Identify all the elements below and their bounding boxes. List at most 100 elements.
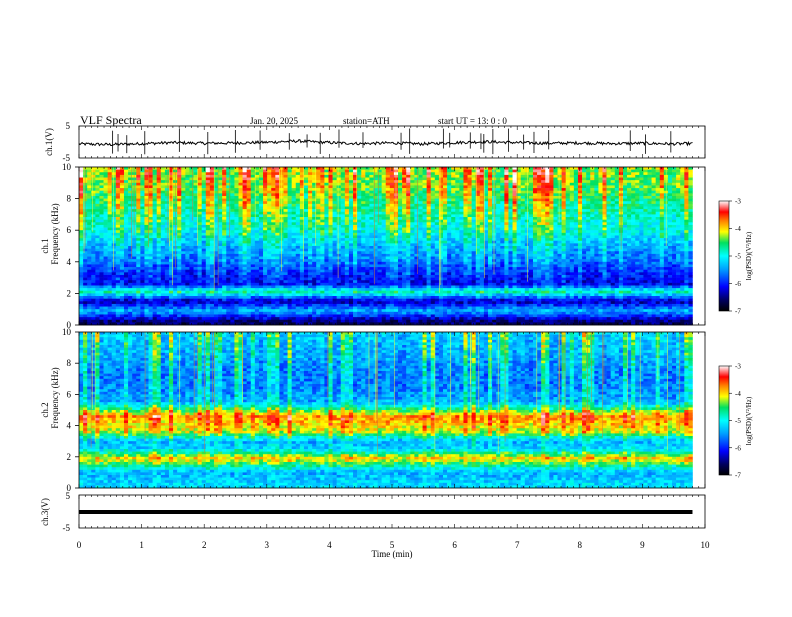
- spectrogram-cell: [566, 222, 570, 225]
- spectrogram-cell: [382, 185, 386, 188]
- spectrogram-cell: [320, 178, 324, 181]
- spectrogram-cell: [553, 196, 557, 199]
- spectrogram-cell: [91, 228, 95, 231]
- spectrogram-cell: [459, 188, 463, 191]
- spectrogram-cell: [647, 220, 651, 223]
- spectrogram-cell: [140, 201, 144, 204]
- spectrogram-cell: [545, 204, 549, 207]
- spectrogram-cell: [517, 228, 521, 231]
- spectrogram-cell: [562, 175, 566, 178]
- spectrogram-cell: [684, 228, 688, 231]
- spectrogram-cell: [390, 191, 394, 194]
- spectrogram-cell: [463, 209, 467, 212]
- spectrogram-cell: [157, 235, 161, 238]
- spectrogram-cell: [91, 196, 95, 199]
- spectrogram-cell: [267, 228, 271, 231]
- spectrogram-cell: [316, 188, 320, 191]
- spectrogram-cell: [672, 209, 676, 212]
- spectrogram-cell: [206, 246, 210, 249]
- spectrogram-cell: [283, 207, 287, 210]
- spectrogram-cell: [275, 201, 279, 204]
- spectrogram-cell: [149, 249, 153, 252]
- spectrogram-cell: [194, 193, 198, 196]
- spectrogram-cell: [656, 193, 660, 196]
- spectrogram-cell: [459, 193, 463, 196]
- spectrogram-cell: [267, 180, 271, 183]
- spectrogram-cell: [574, 238, 578, 241]
- spectrogram-cell: [537, 212, 541, 215]
- spectrogram-cell: [594, 172, 598, 175]
- spectrogram-cell: [357, 243, 361, 246]
- spectrogram-cell: [251, 201, 255, 204]
- spectrogram-cell: [508, 193, 512, 196]
- spectrogram-cell: [189, 196, 193, 199]
- spectrogram-cell: [513, 201, 517, 204]
- spectrogram-cell: [468, 204, 472, 207]
- spectrogram-cell: [87, 201, 91, 204]
- spectrogram-cell: [234, 201, 238, 204]
- spectrogram-cell: [373, 212, 377, 215]
- spectrogram-cell: [545, 225, 549, 228]
- spectrogram-cell: [99, 243, 103, 246]
- spectrogram-cell: [386, 188, 390, 191]
- spectrogram-cell: [230, 225, 234, 228]
- spectrogram-cell: [455, 220, 459, 223]
- spectrogram-cell: [590, 230, 594, 233]
- spectrogram-cell: [357, 207, 361, 210]
- spectrogram-cell: [296, 246, 300, 249]
- spectrogram-cell: [91, 249, 95, 252]
- spectrogram-cell: [275, 233, 279, 236]
- spectrogram-cell: [406, 185, 410, 188]
- spectrogram-cell: [304, 172, 308, 175]
- spectrogram-cell: [435, 220, 439, 223]
- spectrogram-cell: [684, 222, 688, 225]
- spectrogram-cell: [324, 238, 328, 241]
- spectrogram-cell: [418, 212, 422, 215]
- spectrogram-cell: [418, 225, 422, 228]
- spectrogram-cell: [472, 230, 476, 233]
- spectrogram-cell: [194, 185, 198, 188]
- spectrogram-cell: [161, 238, 165, 241]
- spectrogram-cell: [349, 209, 353, 212]
- spectrogram-cell: [402, 209, 406, 212]
- spectrogram-cell: [79, 188, 83, 191]
- spectrogram-cell: [136, 228, 140, 231]
- spectrogram-cell: [525, 207, 529, 210]
- spectrogram-cell: [594, 241, 598, 244]
- spectrogram-cell: [124, 217, 128, 220]
- spectrogram-cell: [615, 178, 619, 181]
- spectrogram-cell: [390, 235, 394, 238]
- spectrogram-cell: [508, 175, 512, 178]
- spectrogram-cell: [463, 214, 467, 217]
- spectrogram-cell: [222, 214, 226, 217]
- spectrogram-cell: [247, 217, 251, 220]
- spectrogram-cell: [435, 175, 439, 178]
- spectrogram-cell: [406, 167, 410, 170]
- spectrogram-cell: [357, 225, 361, 228]
- spectrogram-cell: [353, 246, 357, 249]
- spectrogram-cell: [688, 204, 692, 207]
- spectrogram-cell: [586, 196, 590, 199]
- spectrogram-cell: [275, 193, 279, 196]
- spectrogram-cell: [643, 220, 647, 223]
- spectrogram-cell: [549, 167, 553, 170]
- spectrogram-cell: [206, 207, 210, 210]
- spectrogram-cell: [611, 185, 615, 188]
- spectrogram-cell: [521, 193, 525, 196]
- spectrogram-cell: [230, 167, 234, 170]
- spectrogram-cell: [345, 180, 349, 183]
- spectrogram-cell: [676, 172, 680, 175]
- spectrogram-cell: [676, 183, 680, 186]
- spectrogram-cell: [365, 249, 369, 252]
- spectrogram-cell: [435, 230, 439, 233]
- spectrogram-cell: [206, 241, 210, 244]
- spectrogram-cell: [627, 235, 631, 238]
- spectrogram-cell: [566, 180, 570, 183]
- spectrogram-cell: [652, 220, 656, 223]
- spectrogram-cell: [386, 212, 390, 215]
- spectrogram-cell: [108, 201, 112, 204]
- spectrogram-cell: [251, 191, 255, 194]
- spectrogram-cell: [525, 217, 529, 220]
- spectrogram-cell: [304, 220, 308, 223]
- spectrogram-cell: [337, 246, 341, 249]
